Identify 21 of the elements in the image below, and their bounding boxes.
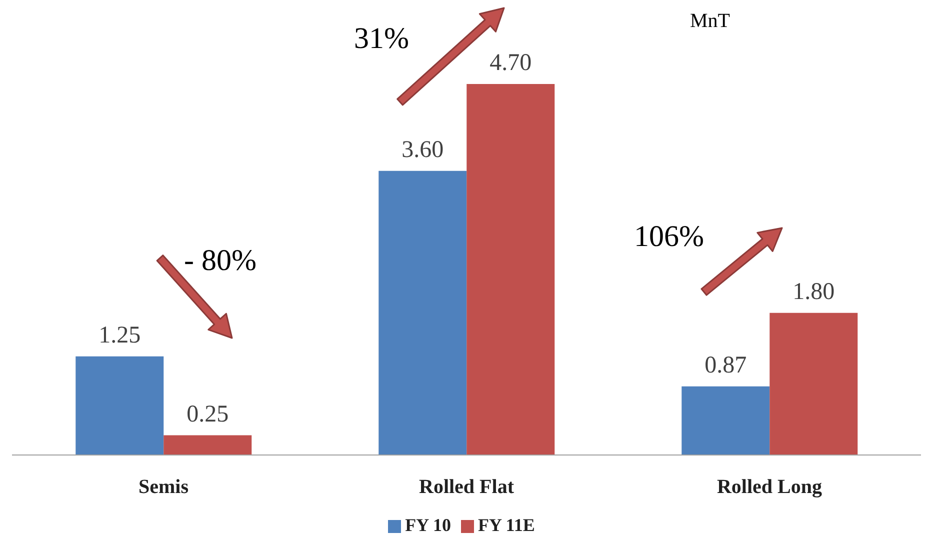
bar: [682, 386, 770, 455]
x-tick-label: Rolled Long: [716, 476, 822, 498]
annotation: - 80%: [184, 244, 256, 278]
data-label: 0.87: [704, 352, 747, 378]
x-tick-label: Semis: [138, 476, 189, 498]
data-label: 0.25: [186, 401, 229, 428]
data-label: 4.70: [490, 50, 532, 76]
annotation: 106%: [634, 220, 704, 254]
bar: [76, 356, 164, 455]
data-label: 1.25: [98, 322, 141, 348]
bar: [164, 435, 252, 455]
data-label: 1.80: [792, 278, 835, 305]
data-label: 3.60: [402, 136, 444, 163]
legend-label: FY 10: [405, 515, 451, 535]
legend-label: FY 11E: [478, 515, 535, 535]
x-tick-label: Rolled Flat: [419, 476, 514, 498]
bar: [466, 84, 555, 455]
bar: [770, 312, 858, 455]
text: 31%: [354, 22, 409, 56]
bar: [378, 170, 467, 455]
text: MnT: [690, 10, 730, 33]
